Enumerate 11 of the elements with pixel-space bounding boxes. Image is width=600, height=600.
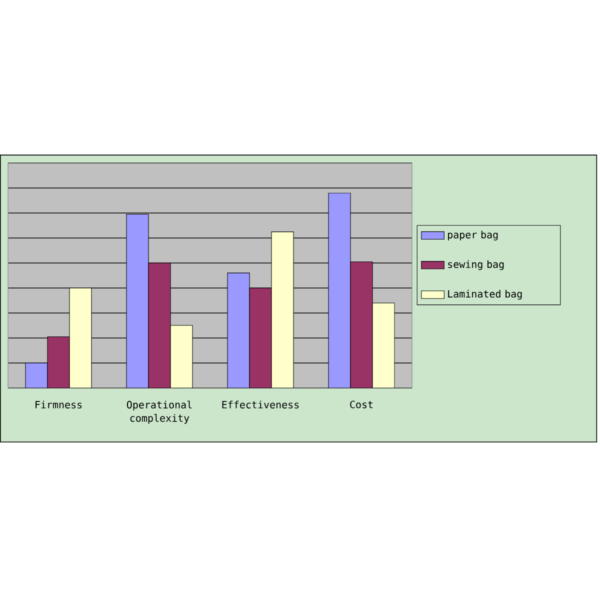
legend-label: sewing bag [448, 260, 504, 270]
x-tick-label: Cost [350, 400, 373, 408]
bar [227, 272, 250, 388]
legend-label: paper bag [448, 230, 498, 240]
x-tick-label: Operational complexity [126, 400, 192, 424]
bar [126, 214, 149, 388]
legend-label: Laminated bag [448, 290, 522, 300]
x-tick-label: Effectiveness [222, 400, 299, 408]
bar [25, 362, 48, 388]
x-tick-label: Firmness [36, 400, 82, 408]
bar [328, 192, 351, 388]
